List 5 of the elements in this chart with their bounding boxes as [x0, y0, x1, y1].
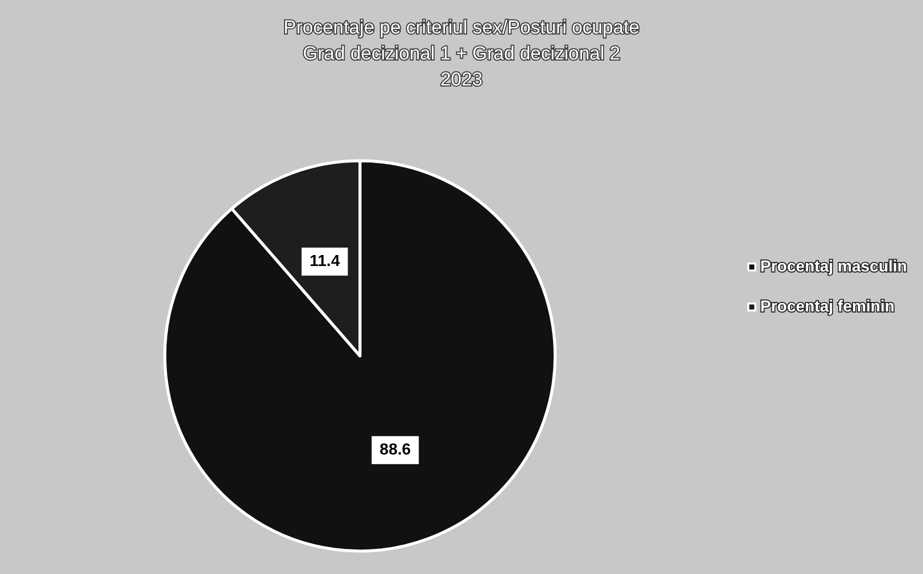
data-label: 88.6: [380, 442, 411, 459]
legend-label: Procentaj masculin: [760, 258, 907, 276]
data-label: 11.4: [310, 253, 340, 270]
legend-label: Procentaj feminin: [760, 298, 895, 316]
chart-title: Procentaje pe criteriul sex/Posturi ocupate Grad decizional 1 + Grad decizional 2 2023: [284, 18, 640, 90]
